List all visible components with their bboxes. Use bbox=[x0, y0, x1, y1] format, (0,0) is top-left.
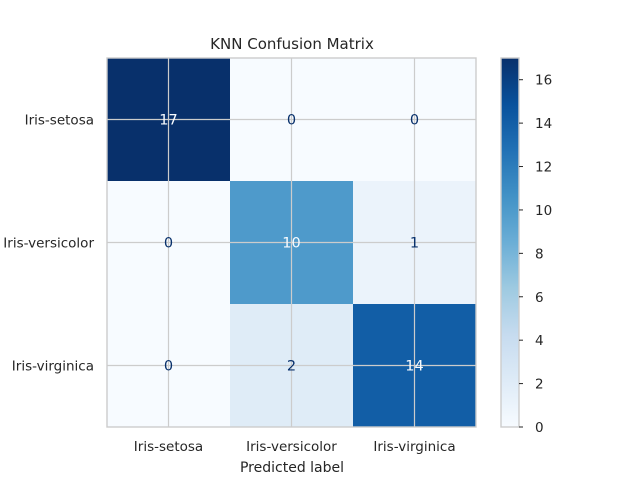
cell-value-label: 0 bbox=[287, 113, 296, 129]
colorbar-tick-label: 0 bbox=[535, 420, 544, 436]
cell-value-label: 0 bbox=[164, 359, 173, 375]
x-tick-labels: Iris-setosa Iris-versicolor Iris-virginica bbox=[134, 439, 456, 455]
colorbar-frame bbox=[500, 57, 520, 428]
cell-value-labels: 17 0 00 10 10 2 14 bbox=[159, 113, 423, 375]
colorbar-tick-label: 16 bbox=[535, 73, 552, 89]
colorbar-tick-label: 6 bbox=[535, 290, 544, 306]
x-tick-label: Iris-versicolor bbox=[246, 439, 337, 455]
x-tick-label: Iris-virginica bbox=[373, 439, 455, 455]
chart-title: KNN Confusion Matrix bbox=[210, 35, 374, 53]
colorbar-ticks: 0 2 4 6 8 10 12 14 16 bbox=[519, 73, 552, 436]
matrix-frame bbox=[106, 57, 477, 428]
cell-value-label: 17 bbox=[159, 113, 177, 129]
colorbar-tick-label: 10 bbox=[535, 203, 552, 219]
y-tick-label: Iris-versicolor bbox=[3, 236, 94, 252]
colorbar-tick-label: 2 bbox=[535, 377, 544, 393]
colorbar bbox=[501, 58, 519, 427]
cell-value-label: 14 bbox=[405, 359, 423, 375]
y-tick-label: Iris-setosa bbox=[25, 113, 94, 129]
colorbar-tick-label: 8 bbox=[535, 246, 544, 262]
colorbar-tick-label: 12 bbox=[535, 160, 552, 176]
x-tick-label: Iris-setosa bbox=[134, 439, 203, 455]
cell-value-label: 0 bbox=[410, 113, 419, 129]
colorbar-tick-label: 14 bbox=[535, 116, 552, 132]
y-tick-labels: Iris-setosa Iris-versicolor Iris-virginica bbox=[3, 113, 94, 375]
cell-value-label: 1 bbox=[410, 236, 419, 252]
cell-value-label: 0 bbox=[164, 236, 173, 252]
y-tick-label: Iris-virginica bbox=[12, 359, 94, 375]
colorbar-tick-label: 4 bbox=[535, 333, 544, 349]
x-axis-label: Predicted label bbox=[240, 460, 344, 476]
matrix-gridlines bbox=[107, 58, 476, 427]
cell-value-label: 10 bbox=[282, 236, 300, 252]
cell-value-label: 2 bbox=[287, 359, 296, 375]
